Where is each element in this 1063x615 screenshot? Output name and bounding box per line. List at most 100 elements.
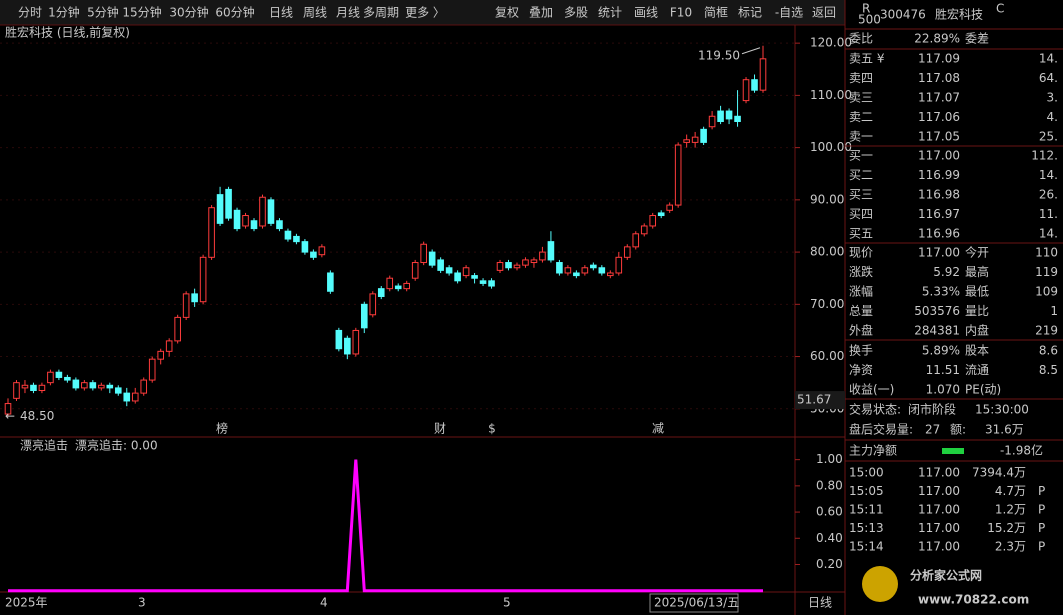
flow-bar	[942, 448, 964, 454]
candle-body	[530, 259, 538, 264]
candle-body	[691, 136, 699, 143]
candle-body	[632, 233, 640, 248]
stat-label: 净资	[849, 363, 873, 377]
candle-body	[199, 256, 207, 303]
order-label: 买三	[849, 188, 873, 202]
candle-body	[174, 316, 181, 342]
candle-body	[428, 251, 436, 266]
candle-body	[598, 267, 606, 274]
status-text: 额:	[950, 423, 966, 437]
stat-label: 股本	[965, 344, 989, 358]
date-box	[649, 593, 739, 613]
tick-volume: 7394.4万	[972, 466, 1026, 480]
stat-value: 8.6	[1039, 344, 1058, 358]
order-volume: 14.	[1039, 168, 1058, 182]
tick-price: 117.00	[918, 484, 960, 498]
period-tab[interactable]: 周线	[303, 6, 327, 20]
tool-button[interactable]: 复权	[495, 6, 519, 20]
tool-button[interactable]: 返回	[812, 6, 836, 20]
candle-body	[259, 196, 266, 227]
candle-body	[81, 382, 88, 389]
y-tick-label: 70.00	[810, 297, 844, 311]
period-tab[interactable]: 更多 〉	[405, 6, 445, 20]
order-label: 买四	[849, 207, 873, 221]
period-tab[interactable]: 1分钟	[48, 5, 80, 20]
order-price: 116.96	[918, 227, 960, 241]
stat-label: PE(动)	[965, 383, 1001, 397]
candle-body	[352, 329, 360, 355]
candle-body	[276, 220, 283, 230]
toolbar	[0, 0, 845, 25]
candle-body	[522, 259, 529, 266]
candle-body	[242, 215, 249, 227]
event-marker[interactable]: 榜	[216, 421, 228, 436]
candle-body	[4, 403, 12, 415]
y-tick-label: 0.20	[816, 557, 843, 571]
candle-body	[140, 379, 148, 394]
period-tab[interactable]: 月线	[336, 6, 360, 20]
stat-value: 5.92	[933, 265, 960, 279]
tick-time: 15:13	[849, 521, 884, 535]
tool-button[interactable]: F10	[670, 6, 692, 20]
indicator-name: 漂亮追击	[20, 438, 68, 453]
order-volume: 64.	[1039, 71, 1058, 85]
candle-body	[539, 251, 546, 261]
tool-button[interactable]: -自选	[775, 6, 803, 20]
candle-body	[123, 392, 131, 402]
period-tab[interactable]: 60分钟	[215, 5, 254, 20]
candle-body	[573, 272, 580, 277]
period-tab[interactable]: 日线	[269, 6, 293, 20]
candle-body	[742, 79, 750, 102]
x-label: 4	[320, 596, 328, 610]
period-tab[interactable]: 多周期	[363, 6, 399, 20]
tick-time: 15:05	[849, 484, 884, 498]
y-tick-label: 60.00	[810, 349, 844, 363]
y-tick-label: 90.00	[810, 192, 844, 206]
period-tab[interactable]: 15分钟	[122, 5, 161, 20]
candle-body	[98, 384, 105, 389]
order-price: 117.09	[918, 52, 960, 66]
stat-value: 284381	[914, 324, 960, 338]
event-marker[interactable]: 财	[434, 422, 446, 436]
tool-button[interactable]: 标记	[738, 6, 762, 20]
tool-button[interactable]: 统计	[598, 6, 622, 20]
flow-value: -1.98亿	[1000, 443, 1043, 458]
period-tab[interactable]: 5分钟	[87, 5, 119, 20]
stat-label: 最高	[965, 264, 989, 279]
event-marker[interactable]: 减	[652, 422, 664, 436]
tool-button[interactable]: 叠加	[529, 6, 553, 20]
candle-body	[72, 379, 80, 389]
candle-body	[488, 280, 495, 287]
tool-button[interactable]: 多股	[564, 6, 588, 20]
order-volume: 14.	[1039, 52, 1058, 66]
y-tick-label: 80.00	[810, 245, 844, 259]
candle-body	[607, 272, 614, 277]
tick-price: 117.00	[918, 521, 960, 535]
candle-body	[683, 139, 690, 143]
stat-value: 219	[1035, 324, 1058, 338]
tool-button[interactable]: 简框	[704, 6, 728, 20]
tool-button[interactable]: 画线	[634, 6, 658, 20]
indicator-line	[8, 459, 763, 593]
event-marker[interactable]: $	[488, 422, 496, 436]
order-volume: 14.	[1039, 227, 1058, 241]
tick-volume: 1.2万	[995, 503, 1026, 517]
period-tab[interactable]: 30分钟	[169, 5, 208, 20]
status-text: 闭市阶段	[908, 402, 956, 417]
tick-time: 15:14	[849, 540, 884, 554]
stat-label: 换手	[849, 344, 873, 358]
tick-price: 117.00	[918, 503, 960, 517]
stat-value: 11.51	[926, 363, 960, 377]
candle-body	[657, 212, 665, 217]
flow-label: 主力净额	[849, 444, 897, 458]
period-tab[interactable]: 分时	[18, 6, 42, 20]
candle-body	[386, 277, 394, 290]
candle-body	[327, 272, 334, 292]
candle-body	[267, 199, 275, 224]
order-volume: 11.	[1039, 207, 1058, 221]
candle-body	[301, 241, 309, 253]
tick-time: 15:00	[849, 466, 884, 480]
badge: R	[862, 2, 870, 16]
